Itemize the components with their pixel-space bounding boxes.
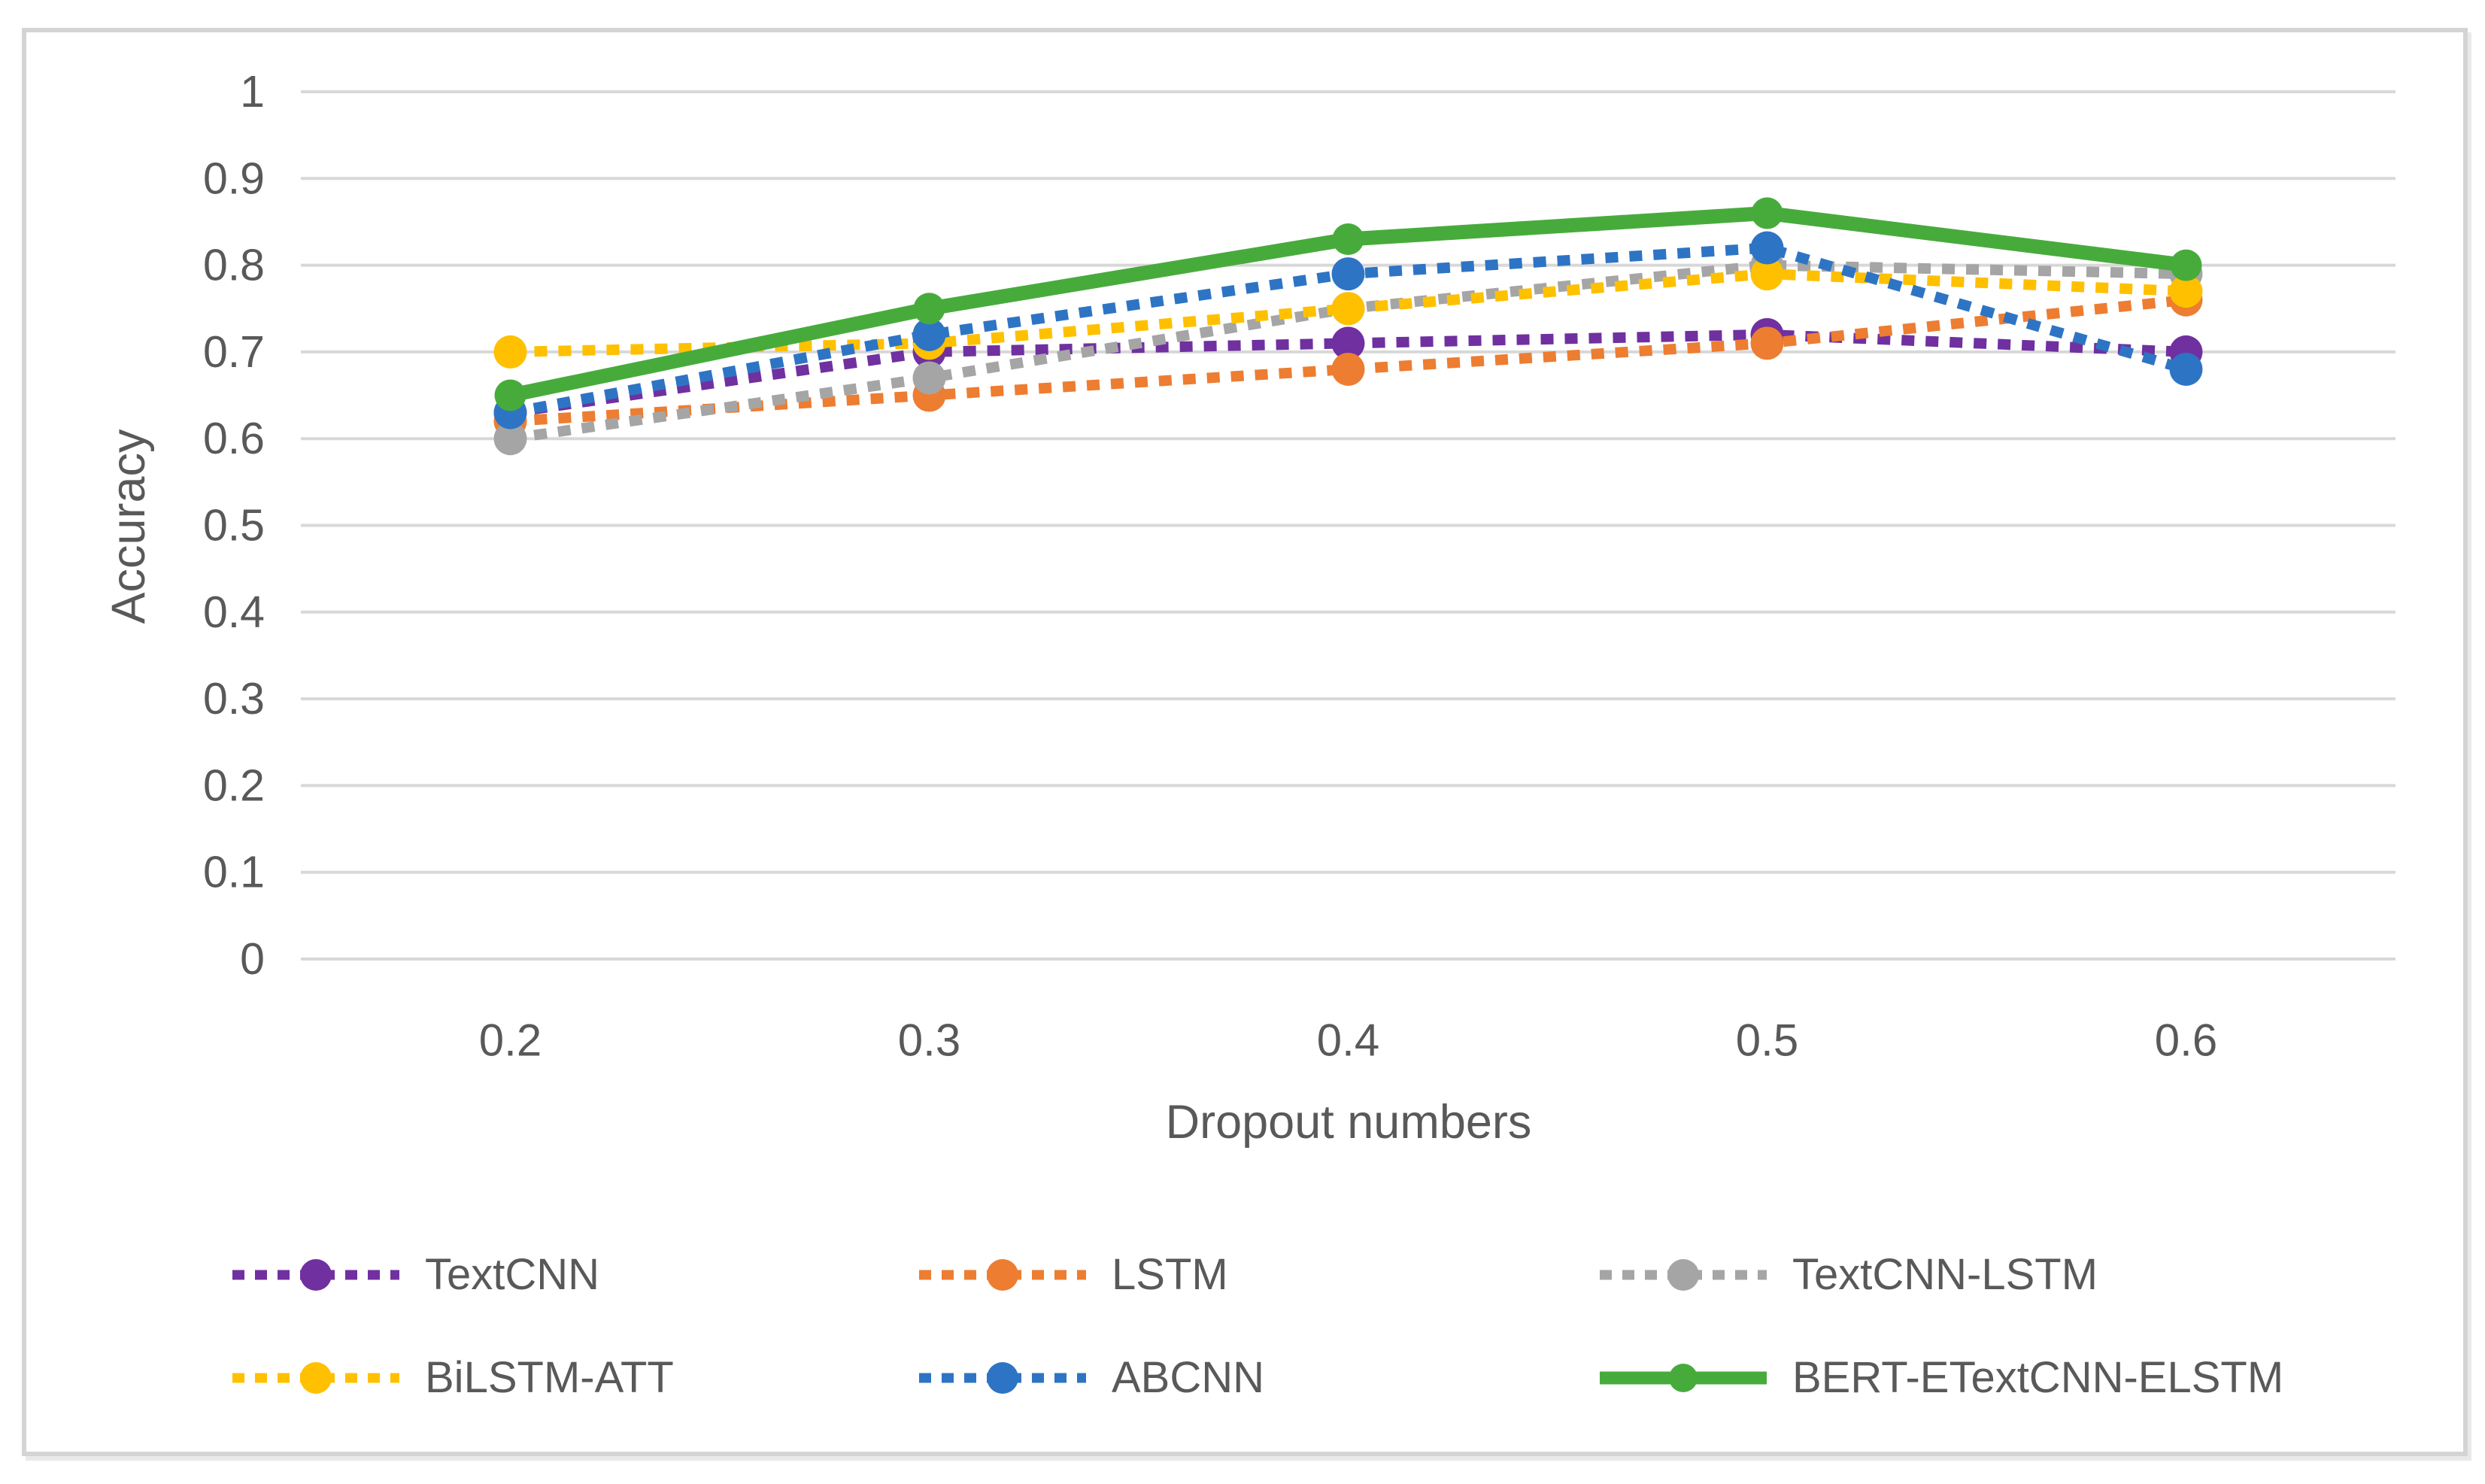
y-tick-label: 0.1 [203,848,265,897]
x-axis-title: Dropout numbers [1166,1096,1532,1149]
x-tick-label: 0.4 [1317,1015,1379,1066]
series-line [510,269,2186,357]
data-point [1750,257,1784,291]
data-point [1331,326,1365,360]
series-BERT-ETextCNN-ELSTM [494,197,2202,411]
gridlines [301,90,2395,961]
data-point [1331,292,1365,326]
y-tick-label: 0.3 [203,674,265,724]
y-tick-label: 0.4 [203,587,265,637]
y-tick-label: 0.8 [203,241,265,290]
series-layer [493,197,2203,456]
y-tick-label: 0.2 [203,760,265,810]
series-ABCNN [493,231,2203,429]
y-tick-label: 0.6 [203,414,265,463]
data-point [2170,249,2202,281]
y-tick-label: 1 [240,67,265,117]
x-tick-label: 0.5 [1736,1015,1798,1066]
data-point [2169,352,2203,386]
data-point [1750,231,1784,265]
y-tick-label: 0.5 [203,501,265,551]
data-point [1331,257,1365,291]
series-line [509,329,2186,418]
y-axis-tick-labels: 1 0.9 0.8 0.7 0.6 0.5 0.4 0.3 0.2 0.1 0 [203,67,265,984]
data-point [493,335,527,369]
x-tick-label: 0.6 [2155,1015,2217,1066]
y-tick-label: 0.9 [203,153,265,203]
data-point [1331,352,1365,386]
y-tick-label: 0.7 [203,327,265,377]
data-point [1751,197,1783,229]
x-tick-label: 0.3 [898,1015,960,1066]
data-point [912,317,946,351]
series-BiLSTM-ATT [493,257,2203,369]
y-tick-label: 0 [240,934,265,984]
data-point [2169,275,2203,308]
data-point [1332,223,1364,256]
data-point [1750,326,1784,360]
series-line [510,294,2187,427]
x-tick-label: 0.2 [479,1015,542,1066]
x-axis-tick-labels: 0.2 0.3 0.4 0.5 0.6 [479,1015,2217,1066]
data-point [494,379,526,411]
y-axis-title: Accuracy [102,429,155,624]
data-point [912,361,946,395]
data-point [493,422,527,456]
data-point [913,293,945,325]
